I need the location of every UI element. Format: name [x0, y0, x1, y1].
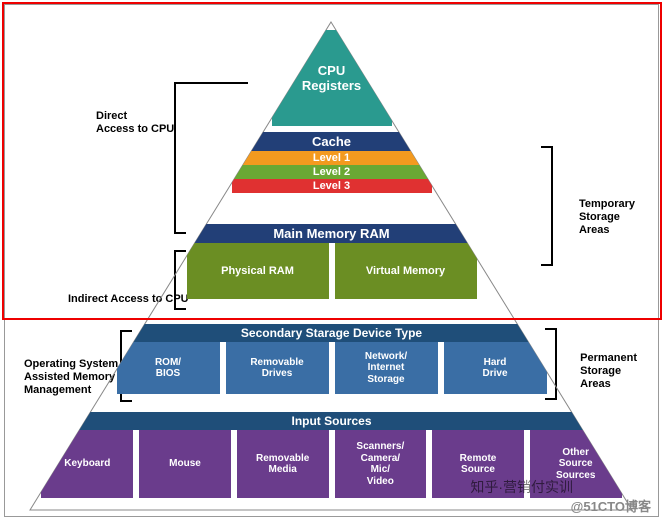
tier-cache: Cache Level 1 Level 2 Level 3: [232, 132, 432, 193]
cache-l3: Level 3: [232, 179, 432, 193]
in-media: Removable Media: [237, 430, 329, 498]
sec-removable: Removable Drives: [226, 342, 329, 394]
in-scan: Scanners/ Camera/ Mic/ Video: [335, 430, 427, 498]
sec-rom: ROM/ BIOS: [117, 342, 220, 394]
input-header: Input Sources: [42, 412, 622, 430]
watermark: @51CTO博客: [571, 496, 651, 515]
main-header: Main Memory RAM: [187, 224, 477, 243]
watermark-zhihu: 知乎·营销付实训: [470, 477, 573, 497]
sec-hdd: Hard Drive: [444, 342, 547, 394]
cache-l2: Level 2: [232, 165, 432, 179]
sec-network: Network/ Internet Storage: [335, 342, 438, 394]
secondary-header: Secondary Starage Device Type: [117, 324, 547, 342]
in-mouse: Mouse: [139, 430, 231, 498]
cache-l1: Level 1: [232, 151, 432, 165]
main-physical: Physical RAM: [187, 243, 329, 299]
tier-secondary: Secondary Starage Device Type ROM/ BIOS …: [117, 324, 547, 394]
tier-main: Main Memory RAM Physical RAM Virtual Mem…: [187, 224, 477, 299]
main-virtual: Virtual Memory: [335, 243, 477, 299]
